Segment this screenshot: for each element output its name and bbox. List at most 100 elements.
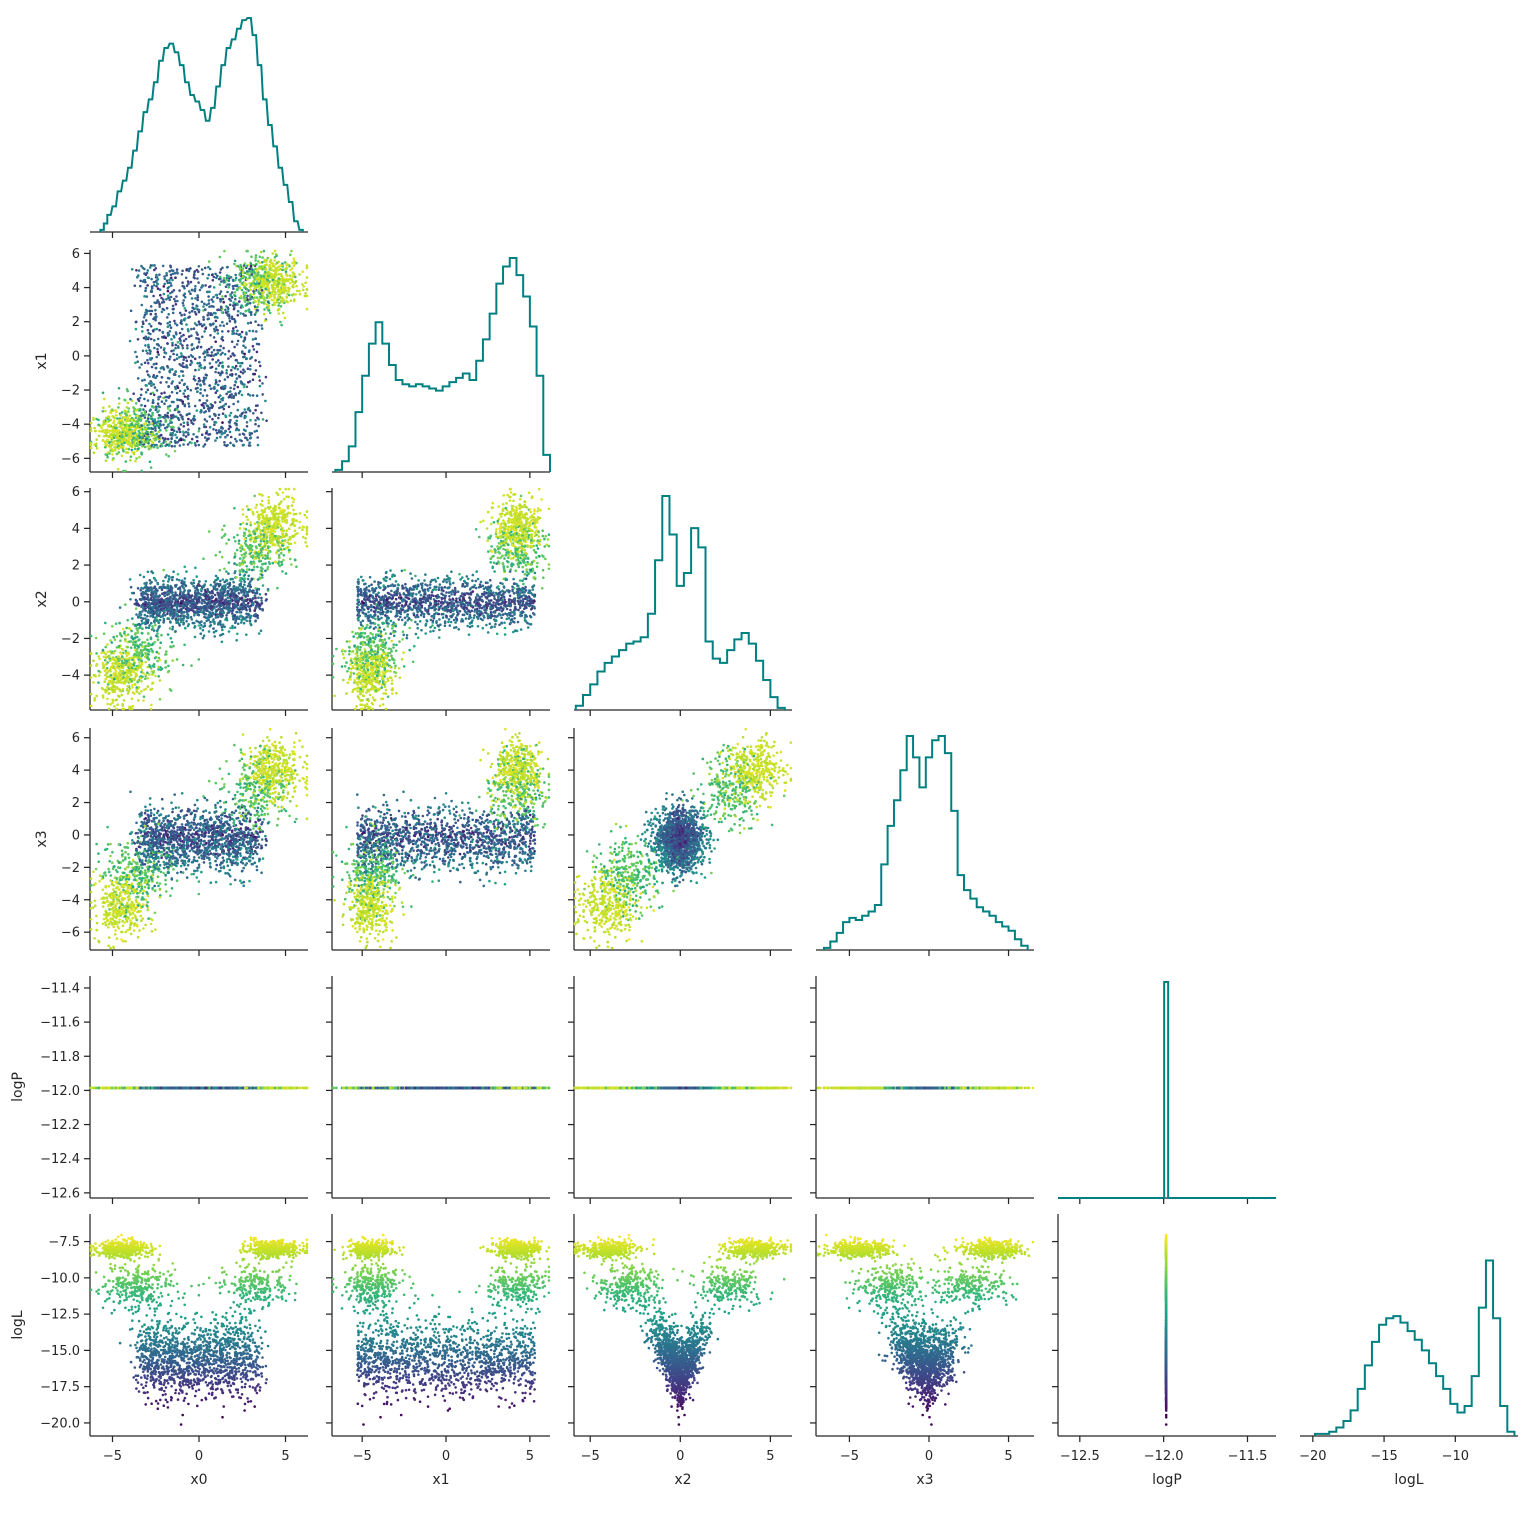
scatter-point [291,294,294,297]
scatter-point [179,414,182,417]
scatter-point [157,431,160,434]
scatter-point [149,310,152,313]
scatter-point [153,446,156,449]
scatter-point [125,451,128,454]
scatter-point [90,442,93,445]
scatter-point [232,327,235,330]
scatter-point [199,364,202,367]
scatter-point [163,293,166,296]
scatter-point [162,308,165,311]
scatter-point [178,375,181,378]
scatter-point [166,322,169,325]
scatter-point [242,444,245,447]
scatter-point [213,386,216,389]
scatter-point [118,387,121,390]
scatter-point [126,424,129,427]
scatter-point [172,312,175,315]
scatter-point [136,420,139,423]
scatter-point [235,420,238,423]
scatter-point [248,277,251,280]
scatter-point [151,422,154,425]
scatter-point [254,337,257,340]
scatter-point [216,275,219,278]
scatter-point [246,425,249,428]
scatter-point [232,301,235,304]
scatter-point [244,314,247,317]
scatter-point [231,318,234,321]
scatter-point [145,287,148,290]
scatter-point [145,319,148,322]
scatter-point [194,358,197,361]
scatter-point [203,359,206,362]
scatter-point [204,402,207,405]
scatter-point [254,305,257,308]
scatter-point [281,269,284,272]
scatter-point [220,280,223,283]
scatter-point [167,407,170,410]
scatter-point [153,316,156,319]
scatter-point [104,410,107,413]
scatter-point [252,345,255,348]
scatter-point [160,346,163,349]
scatter-point [155,367,158,370]
scatter-point [176,436,179,439]
scatter-point [102,406,105,409]
scatter-point [235,429,238,432]
scatter-point [147,433,150,436]
scatter-point [280,324,283,327]
scatter-point [152,442,155,445]
scatter-point [196,294,199,297]
scatter-point [182,304,185,307]
scatter-point [223,441,226,444]
scatter-point [198,430,201,433]
scatter-point [173,445,176,448]
scatter-point [165,381,168,384]
scatter-point [207,312,210,315]
scatter-point [172,353,175,356]
scatter-point [206,374,209,377]
scatter-point [226,291,229,294]
scatter-point [223,277,226,280]
scatter-point [178,356,181,359]
scatter-point [231,333,234,336]
scatter-point [173,336,176,339]
scatter-point [201,268,204,271]
scatter-point [211,274,214,277]
scatter-point [169,442,172,445]
scatter-point [232,403,235,406]
scatter-point [261,393,264,396]
scatter-point [182,402,185,405]
scatter-point [178,289,181,292]
scatter-point [274,291,277,294]
scatter-point [196,440,199,443]
scatter-point [167,294,170,297]
scatter-point [180,439,183,442]
scatter-point [179,312,182,315]
scatter-point [227,308,230,311]
scatter-point [153,281,156,284]
scatter-point [249,268,252,271]
scatter-point [187,280,190,283]
scatter-point [198,427,201,430]
scatter-point [206,277,209,280]
scatter-point [286,301,289,304]
scatter-point [174,347,177,350]
scatter-point [193,415,196,418]
scatter-point [148,382,151,385]
scatter-point [163,285,166,288]
scatter-point [217,308,220,311]
scatter-point [263,313,266,316]
scatter-point [121,427,124,430]
scatter-point [156,276,159,279]
scatter-point [158,329,161,332]
scatter-point [184,296,187,299]
scatter-point [119,432,122,435]
scatter-point [285,267,288,270]
scatter-point [253,348,256,351]
scatter-point [203,330,206,333]
scatter-point [187,402,190,405]
scatter-point [207,295,210,298]
scatter-point [202,273,205,276]
scatter-point [220,306,223,309]
scatter-point [213,312,216,315]
